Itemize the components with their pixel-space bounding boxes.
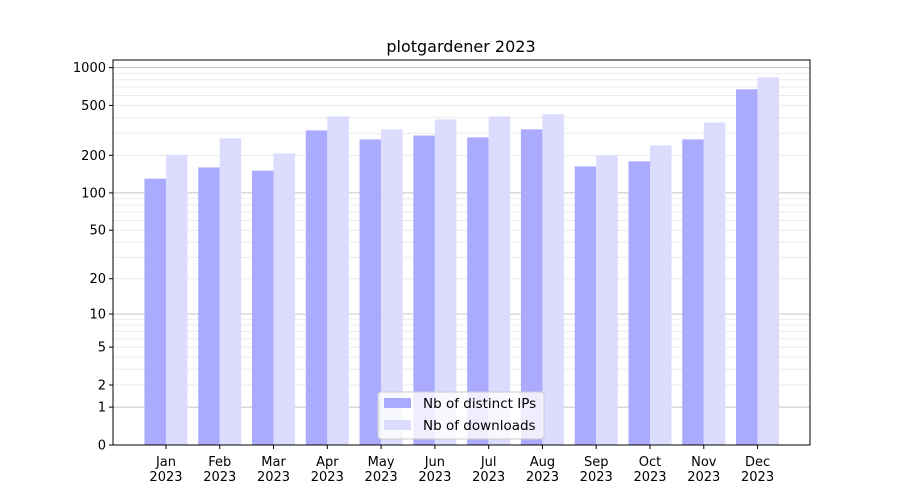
- x-tick-label: Sep: [584, 455, 609, 470]
- bar-ips: [574, 166, 597, 445]
- y-tick-label: 200: [81, 149, 106, 164]
- bar-downloads: [165, 154, 188, 445]
- bar-downloads: [596, 155, 618, 446]
- bar-ips: [305, 130, 328, 445]
- x-tick-label: 2023: [687, 470, 720, 485]
- y-tick-label: 2: [98, 378, 106, 393]
- y-tick-label: 5: [98, 341, 106, 356]
- legend-label-ips: Nb of distinct IPs: [423, 396, 536, 412]
- y-tick-label: 10: [89, 308, 106, 323]
- bars: [144, 77, 780, 446]
- x-tick-label: 2023: [633, 470, 666, 485]
- x-tick-label: Mar: [261, 455, 286, 470]
- bar-downloads: [434, 119, 457, 446]
- x-tick-label: Jan: [155, 455, 176, 470]
- y-tick-label: 1: [98, 401, 106, 416]
- bar-downloads: [327, 116, 349, 445]
- bar-ips: [682, 139, 704, 445]
- x-tick-label: May: [368, 455, 395, 470]
- y-tick-label: 100: [81, 186, 106, 201]
- x-tick-label: 2023: [580, 470, 613, 485]
- chart-title: plotgardener 2023: [386, 37, 535, 56]
- x-tick-label: 2023: [472, 470, 505, 485]
- x-tick-label: Jun: [424, 455, 445, 470]
- bar-downloads: [650, 145, 672, 446]
- x-tick-label: Aug: [530, 455, 555, 470]
- x-tick-label: Apr: [316, 455, 339, 470]
- x-axis: Jan2023Feb2023Mar2023Apr2023May2023Jun20…: [149, 445, 774, 485]
- x-tick-label: 2023: [526, 470, 559, 485]
- legend-frame: [377, 391, 545, 440]
- x-tick-label: 2023: [741, 470, 774, 485]
- bar-downloads: [273, 153, 296, 446]
- bar-downloads: [219, 138, 242, 446]
- bar-ips: [413, 135, 435, 445]
- legend-swatch-downloads: [384, 420, 411, 430]
- x-tick-label: 2023: [257, 470, 290, 485]
- x-tick-label: Oct: [639, 455, 661, 470]
- bar-ips: [736, 89, 758, 446]
- y-tick-label: 20: [89, 272, 106, 287]
- x-tick-label: Dec: [745, 455, 770, 470]
- x-tick-label: 2023: [203, 470, 236, 485]
- y-tick-label: 0: [98, 439, 106, 454]
- bar-downloads: [488, 116, 511, 445]
- x-tick-label: Jul: [480, 455, 497, 470]
- x-tick-label: 2023: [311, 470, 344, 485]
- y-tick-label: 1000: [73, 61, 106, 76]
- x-tick-label: 2023: [149, 470, 182, 485]
- legend-label-downloads: Nb of downloads: [423, 418, 536, 434]
- y-tick-label: 500: [81, 99, 106, 114]
- plot-frame: [112, 59, 811, 446]
- legend: Nb of distinct IPs Nb of downloads: [377, 391, 545, 440]
- bar-ips: [520, 129, 543, 445]
- bar-ips: [628, 161, 651, 445]
- bar-ips: [252, 170, 274, 445]
- bar-ips: [144, 178, 166, 445]
- x-tick-label: 2023: [365, 470, 398, 485]
- x-tick-label: Nov: [691, 455, 717, 470]
- legend-swatch-ips: [384, 398, 411, 408]
- bar-downloads: [703, 122, 726, 445]
- x-tick-label: 2023: [418, 470, 451, 485]
- y-tick-label: 50: [89, 224, 106, 239]
- bar-ips: [467, 137, 489, 445]
- y-axis: 0 1 2 5 10 20 50 100 200 500 1000: [73, 61, 113, 454]
- bar-ips: [359, 139, 382, 445]
- bar-downloads: [757, 77, 780, 446]
- bar-downloads: [542, 114, 564, 445]
- bar-downloads: [381, 129, 403, 445]
- x-tick-label: Feb: [208, 455, 231, 470]
- bar-ips: [198, 167, 220, 445]
